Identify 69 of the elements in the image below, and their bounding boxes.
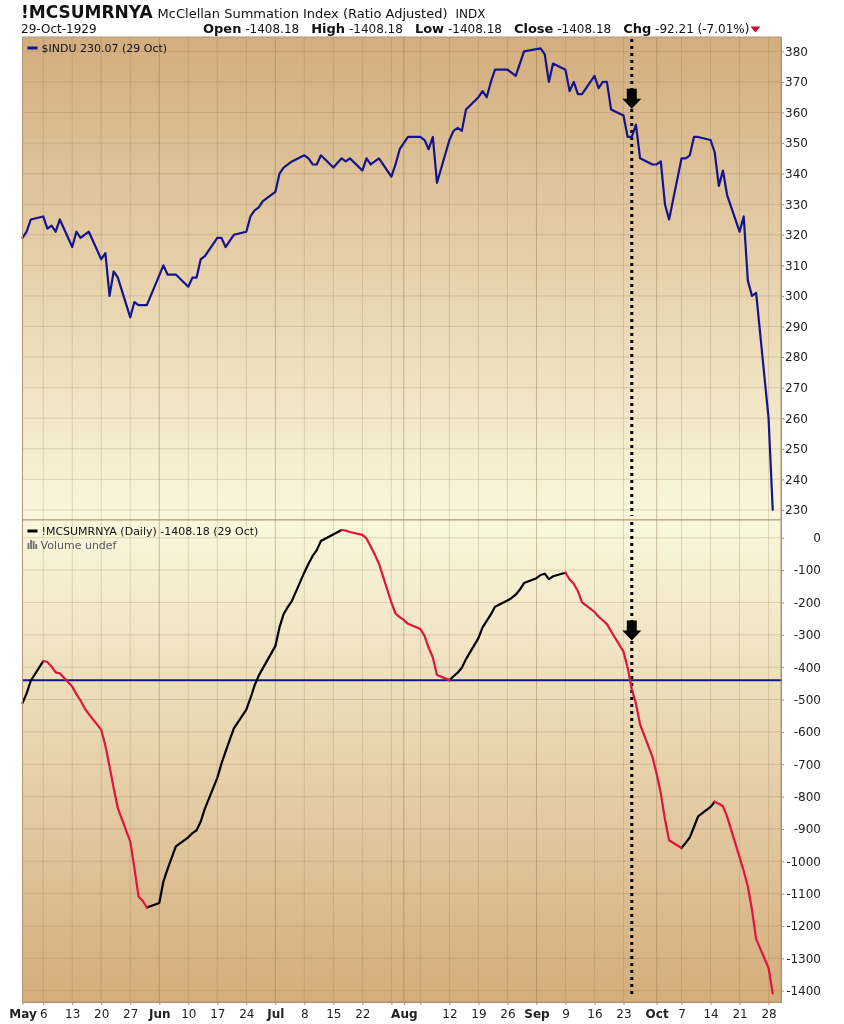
y-tick-label: -700 (793, 757, 821, 772)
x-tick-label: 24 (239, 1006, 255, 1021)
x-tick-label: 22 (355, 1006, 371, 1021)
x-tick-label: 12 (442, 1006, 458, 1021)
y-tick-label: 260 (785, 411, 808, 426)
text: Close -1408.18 (513, 21, 612, 36)
x-tick-label: 8 (301, 1006, 309, 1021)
y-tick-label: -1100 (786, 886, 821, 901)
x-tick-label: 9 (562, 1006, 570, 1021)
text: Low -1408.18 (414, 21, 502, 36)
x-tick-label: 28 (761, 1006, 777, 1021)
x-tick-label: 20 (94, 1006, 110, 1021)
x-tick-label: 15 (326, 1006, 342, 1021)
y-tick-label: 360 (785, 105, 808, 120)
x-tick-label: 19 (471, 1006, 487, 1021)
chart-title: !MCSUMRNYA (21, 2, 154, 22)
x-tick-label: 17 (210, 1006, 226, 1021)
y-tick-label: 0 (813, 531, 821, 546)
x-tick-label: Aug (391, 1006, 418, 1021)
y-tick-label: 230 (785, 503, 808, 518)
y-tick-label: -400 (793, 660, 821, 675)
x-tick-label: 7 (678, 1006, 686, 1021)
x-tick-label: Jul (266, 1006, 285, 1021)
y-tick-label: 280 (785, 350, 808, 365)
x-tick-label: 10 (181, 1006, 197, 1021)
y-tick-label: 310 (785, 258, 808, 273)
chart-subtitle: McClellan Summation Index (Ratio Adjusted) (157, 6, 448, 21)
y-tick-label: 240 (785, 472, 808, 487)
y-tick-label: -600 (793, 725, 821, 740)
legend-label: $INDU 230.07 (29 Oct) (41, 42, 168, 55)
x-tick-label: 26 (500, 1006, 516, 1021)
annotation: Volume undef (40, 539, 118, 552)
y-tick-label: -1200 (786, 919, 821, 934)
text: Open -1408.18 (203, 21, 300, 36)
y-tick-label: -800 (793, 789, 821, 804)
y-tick-label: 340 (785, 166, 808, 181)
y-tick-label: -100 (793, 563, 821, 578)
x-tick-label: 21 (732, 1006, 748, 1021)
x-tick-label: 13 (65, 1006, 81, 1021)
y-tick-label: 320 (785, 228, 808, 243)
y-tick-label: 250 (785, 442, 808, 457)
legend-label: !MCSUMRNYA (Daily) -1408.18 (29 Oct) (41, 525, 259, 538)
text: Chg -92.21 (-7.01%) (623, 21, 750, 36)
text: High -1408.18 (311, 21, 403, 36)
text: INDX (455, 7, 486, 21)
y-tick-label: -500 (793, 692, 821, 707)
y-tick-label: -1000 (786, 854, 821, 869)
y-tick-label: 290 (785, 319, 808, 334)
y-tick-label: 270 (785, 380, 808, 395)
y-tick-label: 300 (785, 289, 808, 304)
y-tick-label: 380 (785, 44, 808, 59)
x-tick-label: May (9, 1006, 37, 1021)
y-tick-label: -200 (793, 595, 821, 610)
y-tick-label: 350 (785, 136, 808, 151)
y-tick-label: 330 (785, 197, 808, 212)
x-tick-label: Oct (645, 1006, 669, 1021)
x-tick-label: Jun (148, 1006, 171, 1021)
y-tick-label: -1300 (786, 951, 821, 966)
x-tick-label: 27 (123, 1006, 139, 1021)
x-tick-label: 16 (587, 1006, 603, 1021)
y-tick-label: -1400 (786, 984, 821, 999)
x-tick-label: Sep (524, 1006, 551, 1021)
y-tick-label: -900 (793, 822, 821, 837)
y-tick-label: 370 (785, 75, 808, 90)
y-tick-label: -300 (793, 628, 821, 643)
x-tick-label: 14 (703, 1006, 719, 1021)
x-tick-label: 23 (616, 1006, 632, 1021)
text: 29-Oct-1929 (21, 22, 97, 36)
x-tick-label: 6 (39, 1006, 48, 1021)
